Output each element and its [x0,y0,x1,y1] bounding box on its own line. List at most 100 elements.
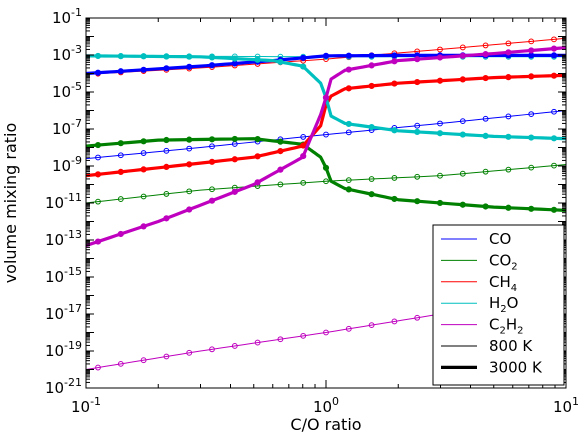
data-point-co2-800-k [482,168,489,175]
data-point-c2h2-800-k [186,349,193,356]
data-point-ch4-3000-k [550,72,558,79]
data-point-c2h2-800-k [391,318,398,325]
data-point-c2h2-3000-k [231,188,238,195]
data-point-c2h2-3000-k [391,58,398,65]
data-point-co2-800-k [209,186,215,193]
tick-label-layer: 10-1 100 10110-2110-1910-1710-1510-1310-11… [45,6,579,416]
y-tick-label: 10-5 [52,80,82,101]
data-point-ch4-3000-k [436,77,444,84]
data-point-c2h2-800-k [254,339,261,346]
data-point-co-3000-k [163,65,170,72]
data-point-ch4-3000-k [231,156,238,163]
data-point-ch4-3000-k [254,153,261,160]
data-point-co2-3000-k [482,203,489,210]
data-point-h2o-3000-k [300,63,307,70]
data-point-h2o-3000-k [163,53,170,60]
data-point-c2h2-800-k [323,329,329,336]
data-point-c2h2-3000-k [436,54,444,61]
data-point-ch4-3000-k [94,171,102,178]
data-point-h2o-3000-k [254,56,261,63]
y-tick-label: 10-17 [45,302,82,323]
legend-entry: CO [441,230,511,248]
data-point-ch4-3000-k [528,73,535,80]
data-point-h2o-3000-k [436,130,444,137]
data-point-ch4-800-k [551,36,557,43]
data-point-co-3000-k [140,66,147,73]
data-point-co2-3000-k [117,140,124,147]
data-point-c2h2-800-k [140,357,147,364]
legend-label: 3000 K [489,358,543,376]
data-point-c2h2-3000-k [528,47,535,54]
data-point-ch4-800-k [505,40,512,47]
data-point-co-800-k [209,143,215,150]
data-point-ch4-3000-k [459,76,466,83]
data-point-ch4-3000-k [117,168,124,175]
data-point-co2-3000-k [186,136,193,143]
data-point-co2-3000-k [163,136,170,144]
data-point-co-3000-k [322,52,330,59]
data-point-co-800-k [163,147,170,154]
data-point-c2h2-800-k [414,314,421,321]
y-axis-title: volume mixing ratio [1,123,20,284]
data-point-co2-800-k [95,198,101,205]
data-point-h2o-3000-k [528,134,535,141]
data-point-co2-800-k [345,177,352,184]
x-tick-label: 101 [553,395,579,416]
x-axis-title: C/O ratio [290,415,361,434]
legend-box [432,224,565,386]
series-co-800-k [85,108,567,161]
data-point-co2-800-k [505,166,512,173]
data-point-ch4-800-k [482,42,489,49]
data-point-co-3000-k [368,52,375,59]
y-tick-label: 10-19 [45,339,82,360]
data-point-c2h2-800-k [231,343,238,349]
series-c2h2-3000-k [85,45,567,248]
data-point-co-3000-k [186,63,193,70]
data-point-co-3000-k [208,62,216,69]
data-point-ch4-3000-k [277,148,284,155]
data-point-c2h2-3000-k [94,238,102,245]
legend-entry: 800 K [441,337,533,355]
legend-entry: C2H2 [441,316,524,337]
data-point-c2h2-3000-k [186,206,193,213]
data-point-co-800-k [459,118,466,125]
data-point-co-3000-k [550,52,558,59]
data-point-h2o-3000-k [482,132,489,139]
data-point-h2o-3000-k [140,53,147,60]
data-point-c2h2-3000-k [163,215,170,222]
series-ch4-3000-k [85,72,567,178]
legend-entry: H2O [441,294,518,315]
data-point-co2-3000-k [94,141,102,149]
data-point-co2-3000-k [254,136,261,143]
data-point-co-3000-k [391,52,398,59]
data-point-co-800-k [140,150,147,156]
data-point-co2-800-k [117,196,124,202]
data-point-ch4-3000-k [208,158,216,165]
data-point-co-3000-k [528,52,535,59]
data-point-co2-800-k [300,179,307,186]
data-point-h2o-3000-k [345,120,352,128]
data-point-h2o-3000-k [414,128,421,135]
data-point-ch4-3000-k [391,80,398,87]
data-point-c2h2-3000-k [277,166,284,173]
y-tick-label: 10-15 [45,265,82,286]
data-point-co2-800-k [528,164,535,171]
data-point-co-800-k [117,152,124,159]
data-point-h2o-3000-k [231,55,238,62]
data-point-co-800-k [528,111,535,117]
data-point-h2o-3000-k [277,58,284,66]
legend-entry: 3000 K [441,358,543,376]
data-point-co2-3000-k [277,138,284,145]
data-point-co-800-k [186,145,193,152]
data-point-c2h2-800-k [368,322,375,329]
data-point-ch4-800-k [528,38,535,45]
data-point-co2-3000-k [459,201,466,208]
data-point-co-800-k [95,154,101,161]
data-point-co2-3000-k [505,204,512,211]
data-point-co2-800-k [391,175,398,181]
data-point-co-800-k [551,108,557,115]
data-point-ch4-3000-k [414,78,421,86]
data-point-c2h2-3000-k [322,94,330,101]
data-point-ch4-3000-k [163,163,170,170]
